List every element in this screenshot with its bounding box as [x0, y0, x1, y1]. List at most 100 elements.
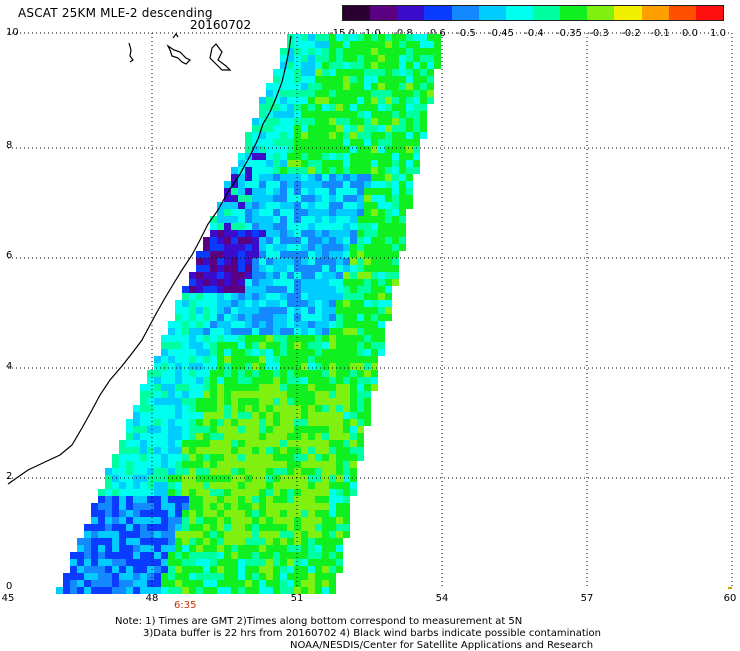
swath-cell — [308, 440, 315, 447]
swath-cell — [329, 426, 336, 433]
swath-cell — [322, 419, 329, 426]
swath-cell — [63, 587, 70, 594]
swath-cell — [259, 566, 266, 573]
swath-cell — [329, 76, 336, 83]
swath-cell — [273, 202, 280, 209]
swath-cell — [196, 398, 203, 405]
swath-cell — [217, 237, 224, 244]
swath-cell — [287, 160, 294, 167]
swath-cell — [210, 447, 217, 454]
swath-cell — [259, 258, 266, 265]
swath-cell — [224, 552, 231, 559]
swath-cell — [182, 377, 189, 384]
swath-cell — [259, 391, 266, 398]
swath-cell — [329, 489, 336, 496]
swath-cell — [203, 496, 210, 503]
swath-cell — [196, 573, 203, 580]
swath-cell — [336, 545, 343, 552]
swath-cell — [308, 412, 315, 419]
swath-cell — [266, 118, 273, 125]
swath-cell — [245, 174, 252, 181]
swath-cell — [252, 370, 259, 377]
swath-cell — [315, 454, 322, 461]
swath-cell — [385, 244, 392, 251]
swath-cell — [196, 552, 203, 559]
swath-cell — [301, 384, 308, 391]
swath-cell — [252, 244, 259, 251]
swath-cell — [238, 587, 245, 594]
swath-cell — [350, 251, 357, 258]
swath-cell — [315, 398, 322, 405]
swath-cell — [259, 363, 266, 370]
swath-cell — [266, 377, 273, 384]
swath-cell — [238, 510, 245, 517]
swath-cell — [322, 349, 329, 356]
swath-cell — [364, 377, 371, 384]
swath-cell — [252, 153, 259, 160]
swath-cell — [315, 125, 322, 132]
swath-cell — [294, 167, 301, 174]
swath-cell — [336, 454, 343, 461]
swath-cell — [322, 209, 329, 216]
swath-cell — [189, 314, 196, 321]
legend-label: -0.4 — [524, 28, 544, 39]
swath-cell — [350, 419, 357, 426]
swath-cell — [252, 307, 259, 314]
swath-cell — [266, 587, 273, 594]
swath-cell — [238, 426, 245, 433]
swath-cell — [182, 335, 189, 342]
swath-cell — [217, 405, 224, 412]
swath-cell — [231, 356, 238, 363]
swath-cell — [189, 517, 196, 524]
swath-cell — [231, 531, 238, 538]
swath-cell — [126, 524, 133, 531]
swath-cell — [266, 510, 273, 517]
swath-cell — [350, 55, 357, 62]
swath-cell — [217, 454, 224, 461]
swath-cell — [224, 300, 231, 307]
swath-cell — [168, 496, 175, 503]
swath-cell — [322, 146, 329, 153]
swath-cell — [280, 573, 287, 580]
swath-cell — [420, 118, 427, 125]
swath-cell — [168, 531, 175, 538]
swath-cell — [287, 440, 294, 447]
swath-cell — [308, 426, 315, 433]
swath-cell — [119, 517, 126, 524]
swath-cell — [280, 426, 287, 433]
swath-cell — [182, 566, 189, 573]
swath-cell — [329, 314, 336, 321]
swath-cell — [245, 538, 252, 545]
swath-cell — [168, 489, 175, 496]
swath-cell — [224, 188, 231, 195]
swath-cell — [154, 426, 161, 433]
swath-cell — [224, 461, 231, 468]
swath-cell — [343, 146, 350, 153]
swath-cell — [287, 559, 294, 566]
swath-cell — [245, 510, 252, 517]
swath-cell — [112, 468, 119, 475]
swath-cell — [322, 83, 329, 90]
swath-cell — [315, 62, 322, 69]
swath-cell — [329, 111, 336, 118]
swath-cell — [315, 293, 322, 300]
swath-cell — [315, 587, 322, 594]
swath-cell — [357, 62, 364, 69]
swath-cell — [294, 188, 301, 195]
swath-cell — [378, 265, 385, 272]
swath-cell — [322, 104, 329, 111]
island — [166, 44, 192, 65]
swath-cell — [161, 545, 168, 552]
swath-cell — [301, 489, 308, 496]
swath-cell — [161, 349, 168, 356]
swath-cell — [406, 55, 413, 62]
swath-cell — [364, 335, 371, 342]
swath-cell — [252, 328, 259, 335]
swath-cell — [308, 83, 315, 90]
swath-cell — [259, 342, 266, 349]
swath-cell — [189, 321, 196, 328]
swath-cell — [378, 181, 385, 188]
swath-cell — [217, 531, 224, 538]
swath-cell — [189, 468, 196, 475]
swath-cell — [203, 265, 210, 272]
